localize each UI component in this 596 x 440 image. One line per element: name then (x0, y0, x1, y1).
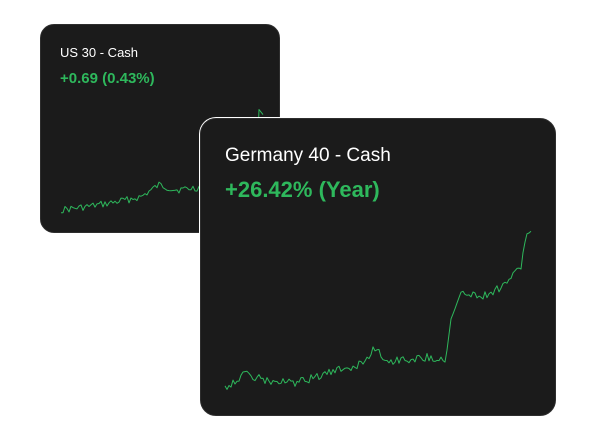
instrument-card-germany40[interactable]: Germany 40 - Cash +26.42% (Year) (200, 118, 556, 416)
price-change: +26.42% (Year) (225, 177, 380, 202)
price-sparkline (224, 230, 532, 390)
instrument-title: US 30 - Cash (60, 45, 139, 60)
price-change: +0.69 (0.43%) (60, 70, 155, 87)
instrument-title: Germany 40 - Cash (225, 145, 391, 166)
